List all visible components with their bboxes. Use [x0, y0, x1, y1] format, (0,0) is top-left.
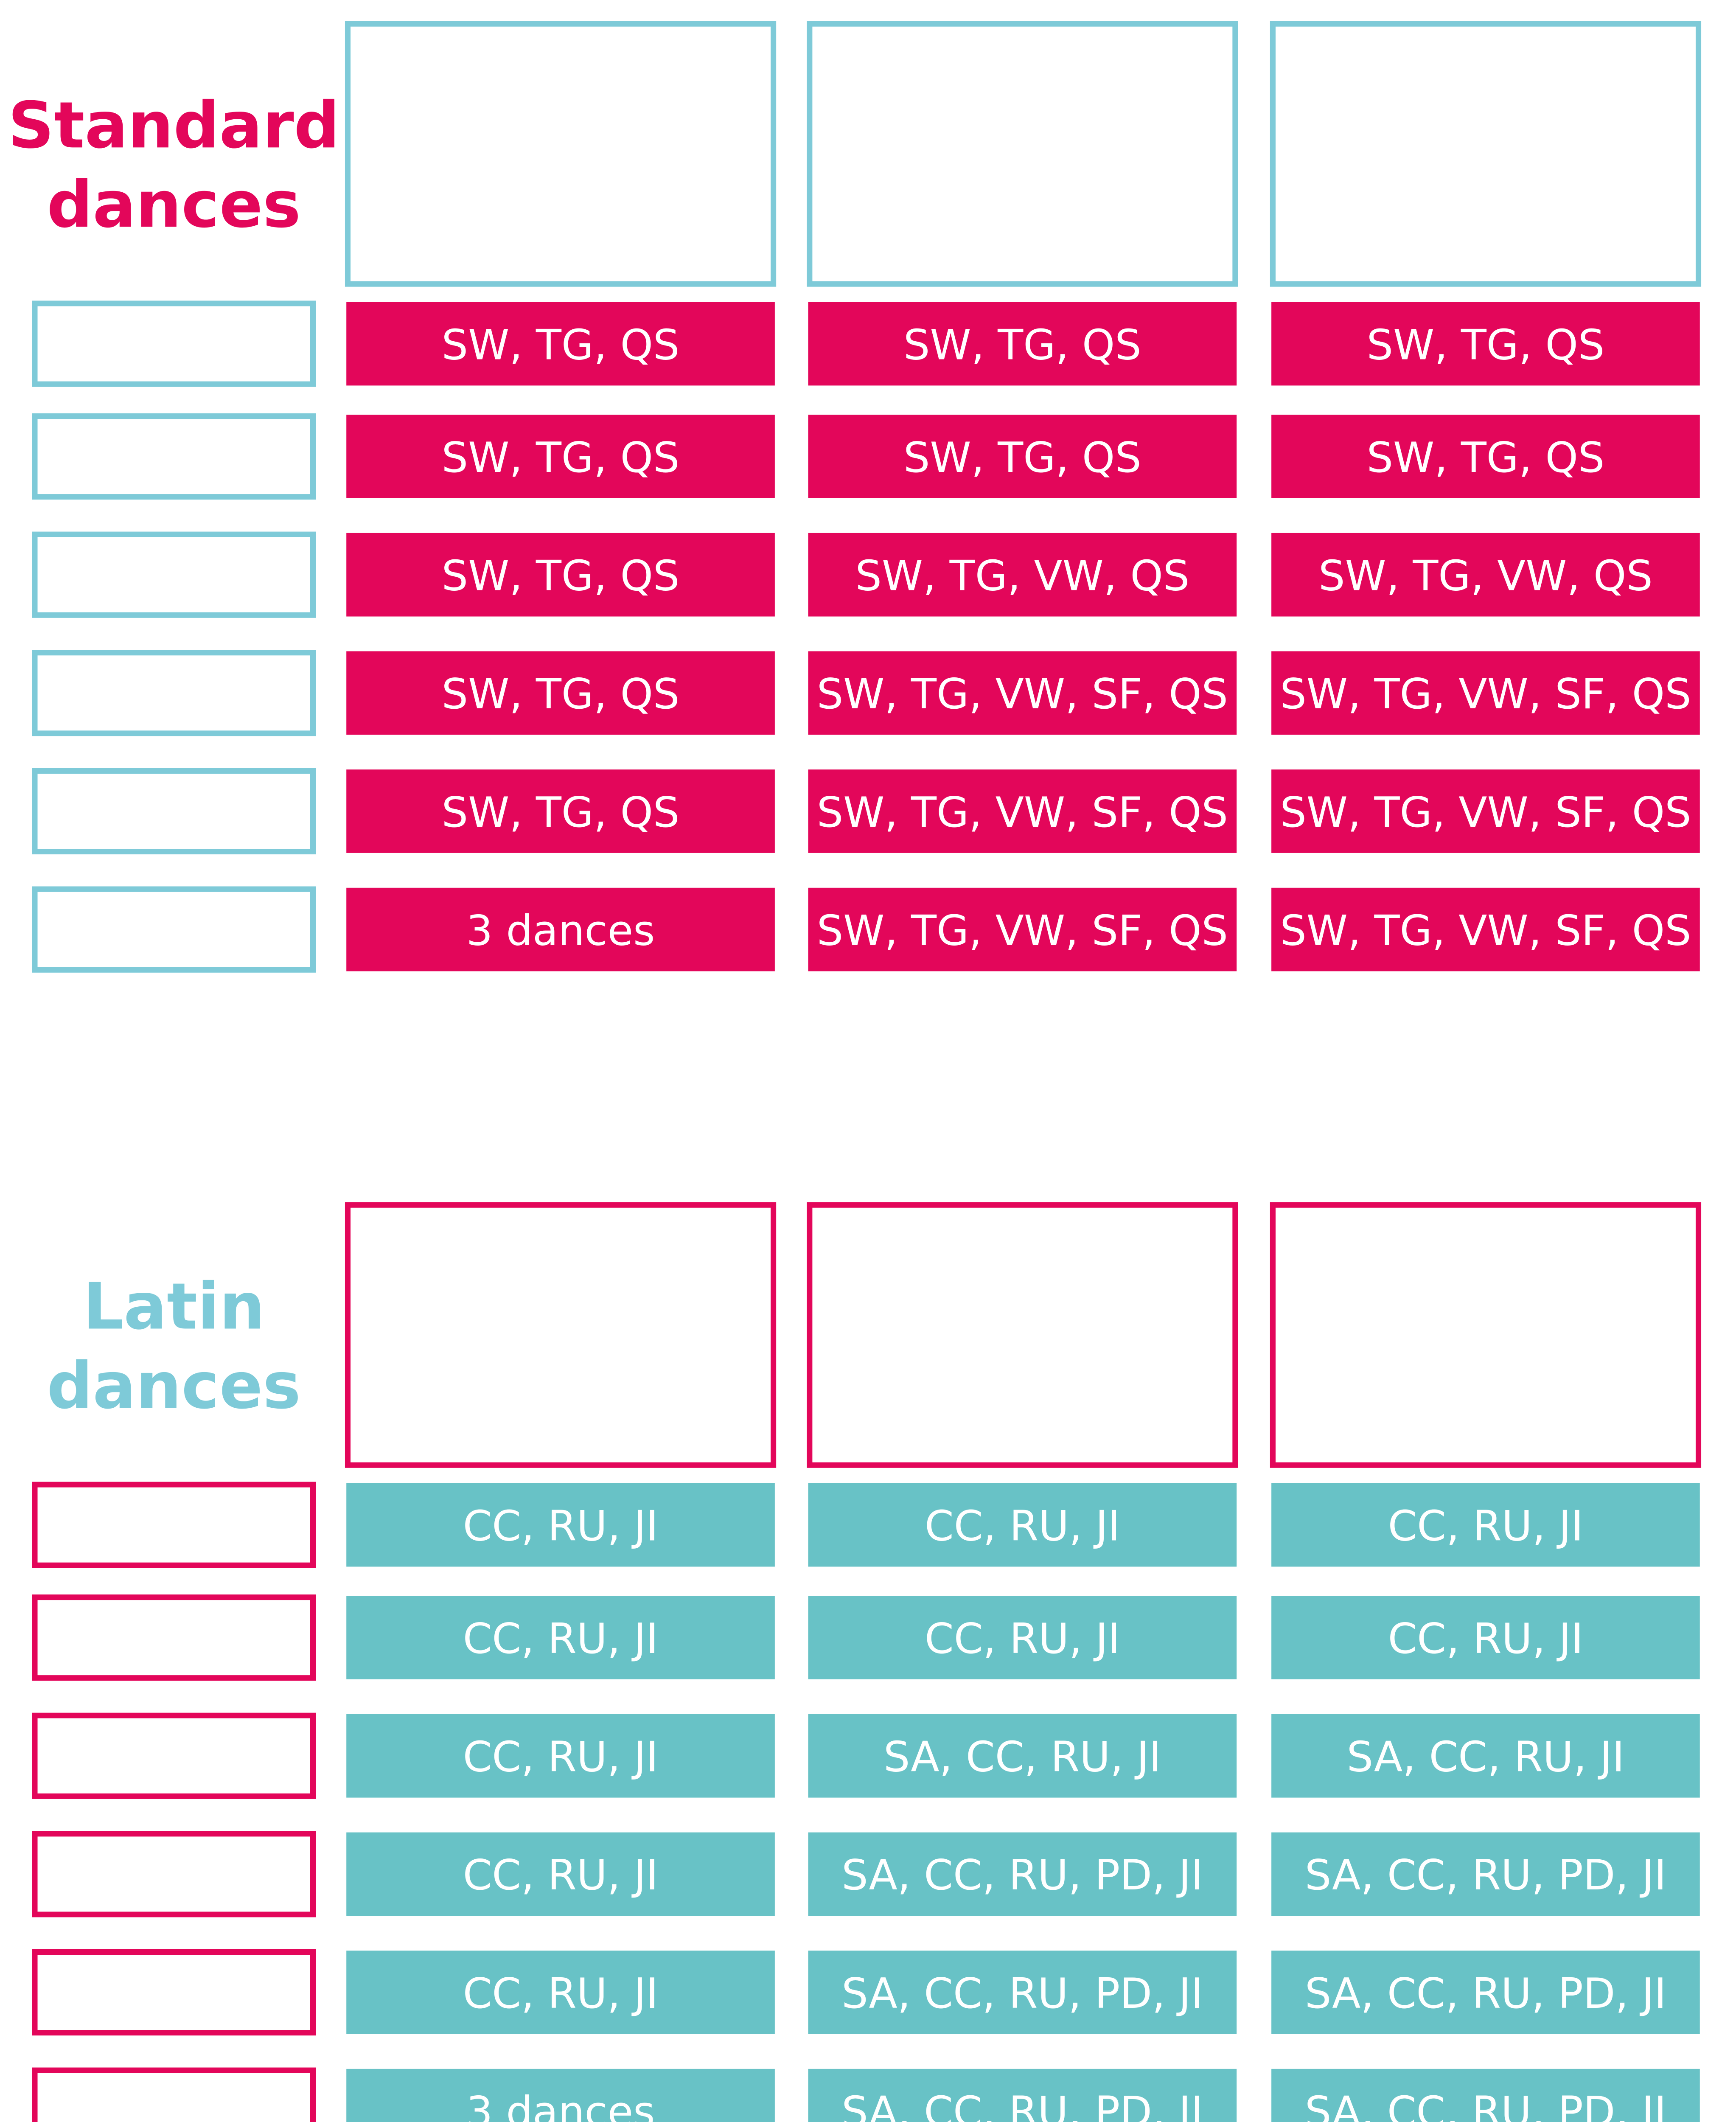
header-box [807, 1202, 1238, 1468]
cell [346, 1951, 775, 2034]
cell [1271, 1483, 1700, 1567]
cell-text: SW, TG, QS [442, 434, 680, 482]
cell-text: SA, CC, RU, JI [883, 1733, 1161, 1782]
cell-text: SW, TG, VW, SF, QS [1280, 670, 1691, 719]
cell [808, 1596, 1237, 1680]
cell [346, 533, 775, 617]
cell [1271, 1714, 1700, 1798]
row-label-box [32, 768, 316, 855]
cell [808, 769, 1237, 853]
row-label-box [32, 1949, 316, 2036]
row-label-box [32, 2067, 316, 2122]
row-label-box [32, 886, 316, 973]
cell-text: SA, CC, RU, PD, JI [1305, 1851, 1666, 1900]
cell [346, 1596, 775, 1680]
cell [346, 1714, 775, 1798]
cell-text: SW, TG, VW, SF, QS [817, 670, 1228, 719]
cell [346, 2069, 775, 2122]
cell [346, 651, 775, 735]
cell [346, 415, 775, 498]
cell-text: CC, RU, JI [463, 1851, 659, 1900]
cell [1271, 1832, 1700, 1916]
cell [808, 533, 1237, 617]
cell-text: CC, RU, JI [463, 1615, 659, 1663]
cell [1271, 533, 1700, 617]
cell-text: SA, CC, RU, PD, JI [841, 1970, 1203, 2018]
header-box [345, 21, 777, 287]
cell-text: SW, TG, QS [903, 321, 1141, 369]
cell [346, 887, 775, 971]
row-label-box [32, 1594, 316, 1681]
row-label-box [32, 1831, 316, 1917]
header-box [1270, 21, 1702, 287]
cell [1271, 887, 1700, 971]
cell-text: 3 dances [466, 907, 655, 955]
cell [808, 1832, 1237, 1916]
cell [808, 415, 1237, 498]
cell-text: SA, CC, RU, PD, JI [1305, 2088, 1666, 2122]
cell-text: SW, TG, QS [1367, 321, 1605, 369]
cell [808, 2069, 1237, 2122]
cell-text: CC, RU, JI [1388, 1615, 1584, 1663]
row-label-box [32, 1482, 316, 1568]
row-label-box [32, 531, 316, 618]
cell [808, 1951, 1237, 2034]
section-title: dances [47, 167, 301, 242]
row-label-box [32, 1712, 316, 1799]
cell-text: CC, RU, JI [925, 1615, 1120, 1663]
row-label-box [32, 650, 316, 736]
cell [1271, 651, 1700, 735]
cell-text: SA, CC, RU, JI [1347, 1733, 1625, 1782]
cell [1271, 1596, 1700, 1680]
cell [808, 651, 1237, 735]
cell-text: SW, TG, QS [442, 789, 680, 837]
section-title: Latin [83, 1269, 265, 1344]
cell-text: SW, TG, VW, QS [1318, 552, 1653, 601]
header-box [807, 21, 1238, 287]
cell [346, 1832, 775, 1916]
cell [808, 887, 1237, 971]
row-label-box [32, 300, 316, 387]
cell [1271, 302, 1700, 386]
cell [808, 1483, 1237, 1567]
cell [346, 302, 775, 386]
section-title: Standard [8, 88, 340, 163]
header-box [345, 1202, 777, 1468]
cell-text: SW, TG, VW, SF, QS [1280, 907, 1691, 955]
cell-text: SW, TG, QS [903, 434, 1141, 482]
cell-text: CC, RU, JI [1388, 1502, 1584, 1550]
header-box [1270, 1202, 1702, 1468]
cell-text: 3 dances [466, 2088, 655, 2122]
cell-text: CC, RU, JI [463, 1733, 659, 1782]
cell-text: SW, TG, VW, SF, QS [817, 907, 1228, 955]
cell [1271, 415, 1700, 498]
cell-text: CC, RU, JI [463, 1970, 659, 2018]
row-label-box [32, 413, 316, 500]
cell-text: SW, TG, QS [1367, 434, 1605, 482]
section-title: dances [47, 1348, 301, 1423]
cell-text: SW, TG, VW, QS [855, 552, 1189, 601]
cell [808, 302, 1237, 386]
cell-text: SW, TG, QS [442, 670, 680, 719]
cell [1271, 2069, 1700, 2122]
cell-text: CC, RU, JI [463, 1502, 659, 1550]
cell-text: CC, RU, JI [925, 1502, 1120, 1550]
cell [346, 1483, 775, 1567]
cell-text: SW, TG, QS [442, 552, 680, 601]
cell [1271, 1951, 1700, 2034]
cell-text: SA, CC, RU, PD, JI [1305, 1970, 1666, 2018]
cell-text: SW, TG, VW, SF, QS [817, 789, 1228, 837]
cell-text: SW, TG, VW, SF, QS [1280, 789, 1691, 837]
cell [346, 769, 775, 853]
cell-text: SA, CC, RU, PD, JI [841, 1851, 1203, 1900]
cell-text: SW, TG, QS [442, 321, 680, 369]
cell [808, 1714, 1237, 1798]
cell-text: SA, CC, RU, PD, JI [841, 2088, 1203, 2122]
cell [1271, 769, 1700, 853]
